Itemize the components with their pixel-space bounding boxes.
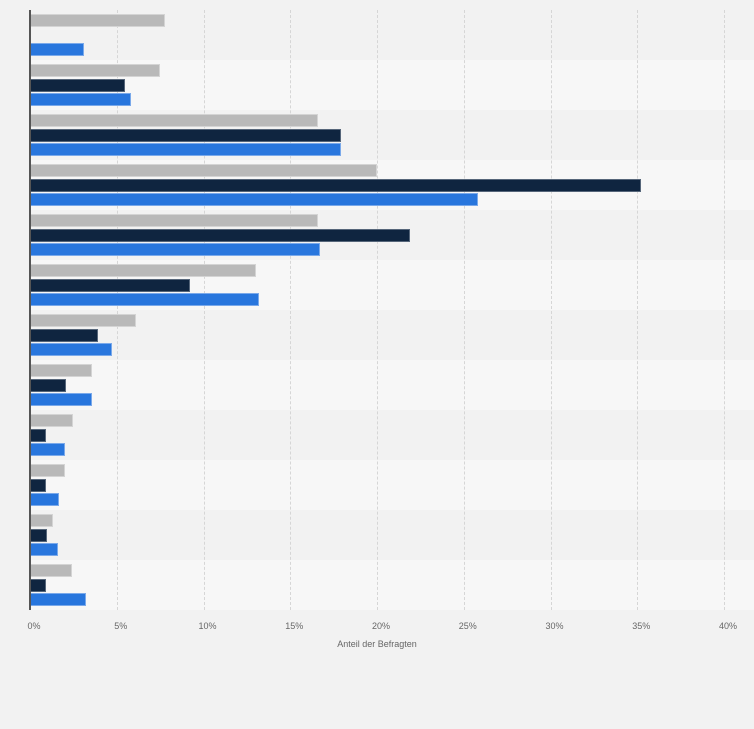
bar[interactable] xyxy=(30,478,46,492)
bar[interactable] xyxy=(30,164,377,177)
bar[interactable] xyxy=(30,514,53,527)
bar[interactable] xyxy=(30,128,341,142)
bar[interactable] xyxy=(30,593,86,606)
x-tick-label: 0% xyxy=(27,621,41,631)
bar[interactable] xyxy=(30,264,256,277)
row-stripe xyxy=(30,410,754,460)
bar[interactable] xyxy=(30,564,72,577)
bar[interactable] xyxy=(30,278,190,292)
x-tick-label: 15% xyxy=(285,621,304,631)
bar[interactable] xyxy=(30,343,112,356)
gridline xyxy=(637,10,639,610)
bar[interactable] xyxy=(30,528,48,542)
gridline xyxy=(377,10,378,610)
bar[interactable] xyxy=(30,443,65,456)
bar[interactable] xyxy=(30,14,166,27)
bar[interactable] xyxy=(30,493,60,506)
row-stripe xyxy=(30,360,754,410)
bar[interactable] xyxy=(30,64,161,77)
x-tick-label: 25% xyxy=(458,621,477,631)
bar[interactable] xyxy=(30,78,126,92)
y-axis-line xyxy=(29,10,31,610)
row-stripe xyxy=(30,560,754,610)
x-tick-label: 20% xyxy=(371,621,391,631)
row-stripe xyxy=(30,460,754,510)
bar[interactable] xyxy=(30,114,318,127)
gridline xyxy=(550,10,552,610)
gridline xyxy=(203,10,205,610)
x-tick-label: 40% xyxy=(718,621,738,631)
gridline xyxy=(116,10,118,610)
bar[interactable] xyxy=(30,378,67,392)
x-tick-label: 10% xyxy=(198,621,217,631)
bar[interactable] xyxy=(30,464,65,477)
bar[interactable] xyxy=(30,578,46,592)
row-stripe xyxy=(30,310,754,360)
bar[interactable] xyxy=(30,328,98,342)
gridline xyxy=(724,10,725,610)
bar[interactable] xyxy=(30,314,136,327)
x-tick-label: 35% xyxy=(632,621,651,631)
bar[interactable] xyxy=(30,93,131,106)
bar[interactable] xyxy=(30,243,320,256)
gridline xyxy=(463,10,465,610)
bar[interactable] xyxy=(30,428,46,442)
x-tick-label: 5% xyxy=(114,621,128,631)
x-axis-label: Anteil der Befragten xyxy=(337,639,417,649)
bar[interactable] xyxy=(30,143,341,156)
bar[interactable] xyxy=(30,214,318,227)
row-stripe xyxy=(30,510,754,560)
bar[interactable] xyxy=(30,43,84,56)
x-tick-label: 30% xyxy=(545,621,564,631)
gridline xyxy=(290,10,292,610)
bar[interactable] xyxy=(30,414,74,427)
bar[interactable] xyxy=(30,178,641,192)
bar[interactable] xyxy=(30,228,410,242)
bar[interactable] xyxy=(30,393,93,406)
bar[interactable] xyxy=(30,543,58,556)
bar[interactable] xyxy=(30,293,260,306)
bar[interactable] xyxy=(30,364,93,377)
bar[interactable] xyxy=(30,193,478,206)
